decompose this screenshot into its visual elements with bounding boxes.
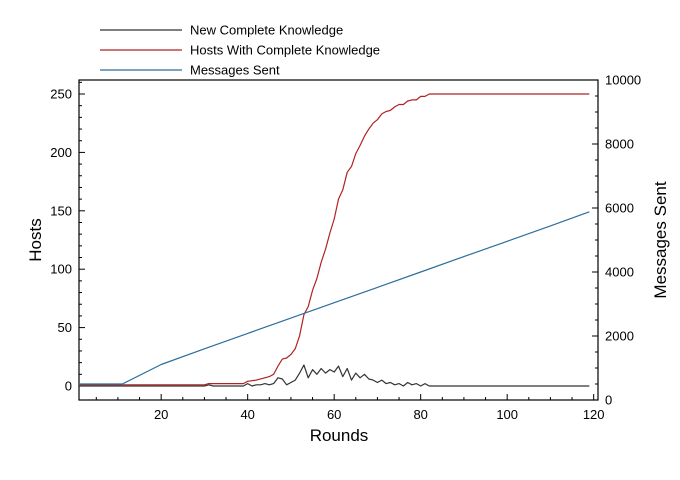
legend-label-hosts-with-complete-knowledge: Hosts With Complete Knowledge: [190, 43, 380, 58]
series-line-hosts-with-complete-knowledge: [79, 93, 590, 386]
y-left-tick-label: 150: [50, 203, 72, 218]
x-tick-label: 80: [413, 407, 427, 422]
y-axis-title-left: Hosts: [26, 218, 45, 261]
x-tick-label: 20: [154, 407, 168, 422]
x-tick-label: 100: [496, 407, 518, 422]
series-line-messages-sent: [79, 211, 590, 385]
y-left-tick-label: 100: [50, 262, 72, 277]
series-line-new-complete-knowledge: [79, 364, 590, 387]
y-right-tick-label: 6000: [605, 201, 634, 216]
series-group: [79, 93, 590, 387]
x-tick-label: 60: [327, 407, 341, 422]
y-right-tick-label: 4000: [605, 265, 634, 280]
y-left-tick-label: 0: [65, 378, 72, 393]
y-left-tick-label: 50: [58, 320, 72, 335]
x-axis-title: Rounds: [310, 426, 369, 445]
y-right-tick-label: 10000: [605, 73, 641, 88]
legend: New Complete Knowledge Hosts With Comple…: [100, 23, 380, 78]
x-tick-label: 120: [583, 407, 605, 422]
plot-frame: [78, 79, 599, 401]
tick-labels: 20 40 60 80 100 12005010015020025002000400060…: [50, 73, 641, 423]
y-left-tick-label: 250: [50, 87, 72, 102]
y-right-tick-label: 8000: [605, 137, 634, 152]
y-axis-title-right: Messages Sent: [651, 181, 670, 298]
ticks: [79, 79, 598, 401]
legend-label-new-complete-knowledge: New Complete Knowledge: [190, 23, 343, 38]
y-right-tick-label: 2000: [605, 329, 634, 344]
x-tick-label: 40: [240, 407, 254, 422]
y-right-tick-label: 0: [605, 393, 612, 408]
y-left-tick-label: 200: [50, 145, 72, 160]
legend-label-messages-sent: Messages Sent: [190, 63, 280, 78]
